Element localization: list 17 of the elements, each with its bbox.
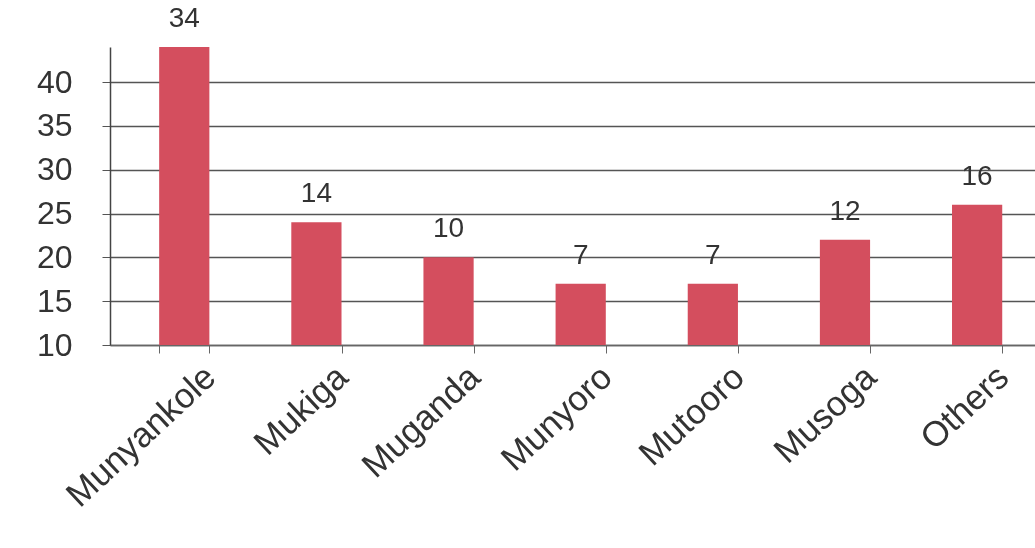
bar bbox=[159, 47, 210, 345]
y-tick-label: 10 bbox=[36, 326, 73, 363]
bar bbox=[687, 283, 738, 345]
bar bbox=[423, 257, 474, 345]
data-label: 34 bbox=[168, 2, 200, 33]
bar bbox=[291, 222, 342, 345]
y-tick-label: 15 bbox=[36, 282, 73, 319]
y-tick-label: 20 bbox=[36, 238, 73, 275]
bar bbox=[819, 239, 871, 345]
y-tick-label: 40 bbox=[36, 63, 73, 100]
y-tick-label: 25 bbox=[36, 195, 73, 232]
y-tick-label: 35 bbox=[36, 107, 73, 144]
data-label: 14 bbox=[300, 177, 332, 209]
data-label: 10 bbox=[432, 212, 465, 244]
bar bbox=[555, 283, 606, 345]
bar bbox=[952, 204, 1003, 345]
y-tick-label: 30 bbox=[36, 151, 73, 188]
